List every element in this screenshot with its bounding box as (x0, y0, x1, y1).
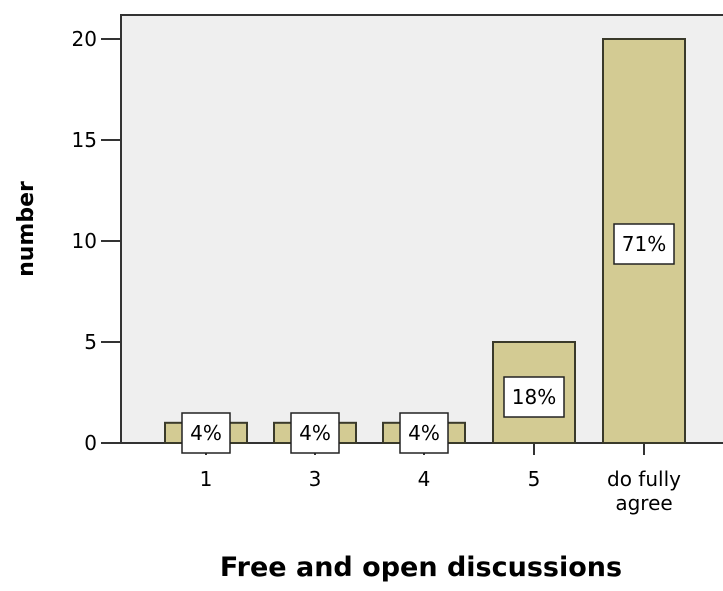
y-tick-label: 10 (72, 229, 97, 253)
y-tick-label: 15 (72, 128, 97, 152)
x-tick-label: 1 (200, 467, 213, 491)
data-label-box (503, 376, 565, 418)
data-label: 4% (408, 421, 440, 445)
x-axis-title: Free and open discussions (220, 552, 622, 583)
data-labels-group: 4% 4% 4% 18% 71% (181, 223, 675, 454)
y-axis-title: number (14, 181, 39, 277)
data-label: 4% (299, 421, 331, 445)
data-label: 4% (190, 421, 222, 445)
data-label-box (613, 223, 675, 265)
x-axis: 1 3 4 5 do fully agree (121, 442, 723, 515)
data-label: 18% (512, 385, 556, 409)
y-axis: 0 5 10 15 20 (72, 27, 121, 455)
data-label: 71% (622, 232, 666, 256)
x-tick-label: 4 (418, 467, 431, 491)
y-tick-label: 20 (72, 27, 97, 51)
y-tick-label: 0 (84, 431, 97, 455)
x-tick-label: 5 (528, 467, 541, 491)
data-label-box (399, 412, 449, 454)
data-label-box (290, 412, 340, 454)
x-tick-label: 3 (309, 467, 322, 491)
y-tick-label: 5 (84, 330, 97, 354)
x-tick-label: do fully agree (607, 467, 681, 515)
data-label-box (181, 412, 231, 454)
